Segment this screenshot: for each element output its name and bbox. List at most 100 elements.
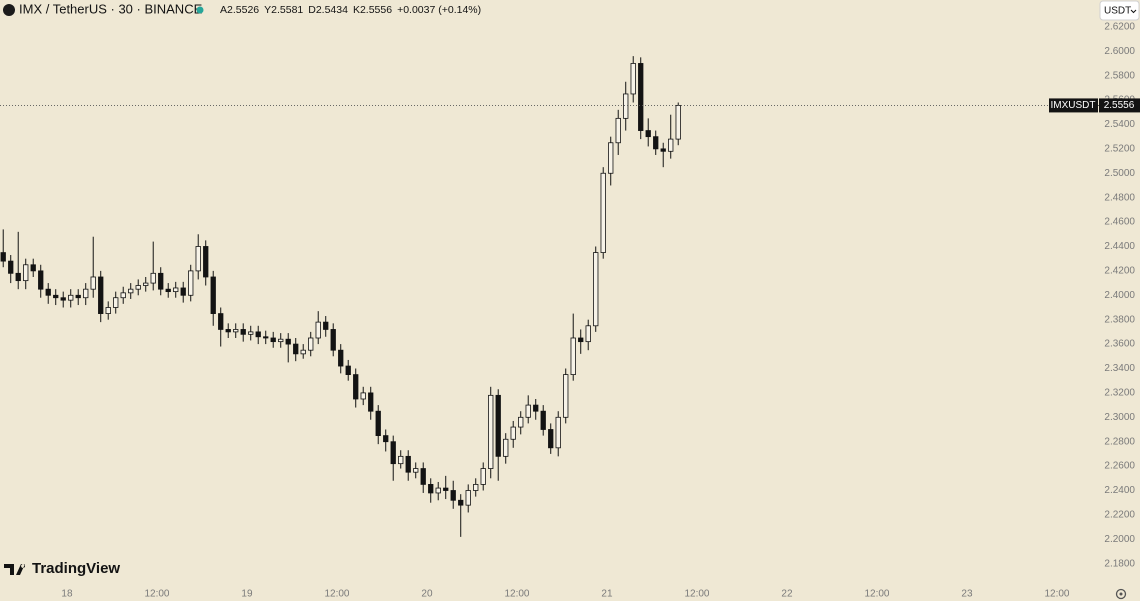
readout-item: K2.5556	[353, 4, 392, 16]
candle-body	[180, 287, 186, 296]
y-tick-label: 2.6000	[1104, 46, 1135, 57]
candle-body	[615, 117, 621, 144]
readout-item: A2.5526	[220, 4, 259, 16]
candle-body	[353, 374, 359, 400]
candle-body	[278, 338, 284, 343]
candle-body	[98, 276, 104, 314]
candle-body	[38, 270, 44, 290]
candle-body	[368, 392, 374, 412]
candle-body	[375, 410, 381, 437]
candle-body	[30, 264, 36, 272]
candle-body	[390, 441, 396, 465]
plot	[0, 56, 1140, 537]
candle-body	[533, 404, 539, 412]
x-tick-label: 18	[61, 589, 73, 600]
caret[interactable]	[1130, 9, 1137, 14]
y-tick-label: 2.5000	[1104, 168, 1135, 179]
gear-icon[interactable]	[1115, 588, 1127, 600]
currency-box[interactable]	[1099, 0, 1140, 21]
y-tick-label: 2.4200	[1104, 266, 1135, 277]
candle-body	[428, 484, 434, 494]
gear-center[interactable]	[1119, 592, 1123, 596]
y-tick-label: 2.4400	[1104, 241, 1135, 252]
candle-body	[105, 307, 111, 314]
candle-body	[293, 343, 299, 355]
candle-body	[330, 329, 336, 351]
price-label: 2.5556	[1104, 100, 1135, 111]
y-tick-label: 2.2400	[1104, 485, 1135, 496]
y-tick-label: 2.3000	[1104, 412, 1135, 423]
candle-body	[8, 260, 14, 274]
candle-body	[630, 63, 636, 95]
y-tick-label: 2.2800	[1104, 436, 1135, 447]
x-tick-label: 21	[601, 589, 613, 600]
candle-body	[255, 331, 261, 338]
y-tick-label: 2.1800	[1104, 558, 1135, 569]
candle-body	[443, 487, 449, 491]
logo-icon	[4, 564, 26, 575]
candle-body	[0, 252, 6, 262]
logo: TradingView	[4, 560, 120, 577]
candle-body	[45, 288, 51, 296]
readout-item: +0.0037 (+0.14%)	[397, 4, 481, 16]
candle-body	[240, 329, 246, 335]
symbol-icon	[3, 4, 15, 16]
candle-body	[578, 337, 584, 343]
candle-body	[555, 416, 561, 449]
symbol-label: IMXUSDT	[1051, 100, 1096, 111]
candle-body	[585, 325, 591, 343]
price-label-box	[1099, 98, 1140, 113]
candle-body	[488, 394, 494, 469]
symbol-label-box	[1049, 98, 1098, 113]
candle-body	[53, 294, 59, 299]
candle-body	[300, 349, 306, 355]
x-tick-label: 12:00	[144, 589, 169, 600]
x-tick-label: 12:00	[324, 589, 349, 600]
y-tick-label: 2.5800	[1104, 70, 1135, 81]
x-tick-label: 23	[961, 589, 973, 600]
candle-body	[638, 63, 644, 131]
candle-body	[420, 468, 426, 485]
candle-body	[405, 455, 411, 473]
candle-body	[668, 138, 674, 152]
x-tick-label: 12:00	[684, 589, 709, 600]
brand: TradingView	[32, 560, 120, 577]
candle-body	[338, 349, 344, 367]
y-tick-label: 2.5400	[1104, 119, 1135, 130]
x-tick-label: 12:00	[504, 589, 529, 600]
candle-body	[548, 429, 554, 449]
currency-button[interactable]: USDT	[1099, 0, 1140, 21]
candle-body	[675, 105, 681, 140]
candle-body	[660, 148, 666, 152]
currency-text[interactable]: USDT	[1104, 6, 1131, 17]
candle-body	[23, 264, 29, 282]
candle-body	[435, 487, 441, 494]
y-tick-label: 2.5200	[1104, 144, 1135, 155]
candle-body	[473, 484, 479, 491]
candle-body	[120, 292, 126, 299]
y-tick-label: 2.3600	[1104, 339, 1135, 350]
readout-item: Y2.5581	[264, 4, 303, 16]
y-tick-label: 2.4800	[1104, 192, 1135, 203]
y-tick-label: 2.4600	[1104, 217, 1135, 228]
candle-body	[608, 142, 614, 174]
x-tick-label: 20	[421, 589, 433, 600]
settings-button[interactable]	[1115, 588, 1127, 600]
candle-body	[195, 246, 201, 272]
header: IMX / TetherUS · 30 · BINANCE A2.5526 Y2.…	[3, 1, 481, 16]
candle-body	[308, 337, 314, 351]
candle-body	[653, 136, 659, 150]
candle-body	[540, 410, 546, 430]
candle-body	[90, 276, 96, 290]
x-tick-label: 12:00	[864, 589, 889, 600]
candle-body	[450, 490, 456, 501]
candle-body	[518, 416, 524, 428]
candle-body	[113, 297, 119, 308]
candle-body	[135, 285, 141, 290]
candle-body	[623, 93, 629, 119]
y-tick-label: 2.2000	[1104, 534, 1135, 545]
candle-body	[150, 272, 156, 284]
readout: A2.5526 Y2.5581 D2.5434 K2.5556 +0.0037 (+0.…	[220, 4, 481, 16]
candle-body	[480, 468, 486, 485]
